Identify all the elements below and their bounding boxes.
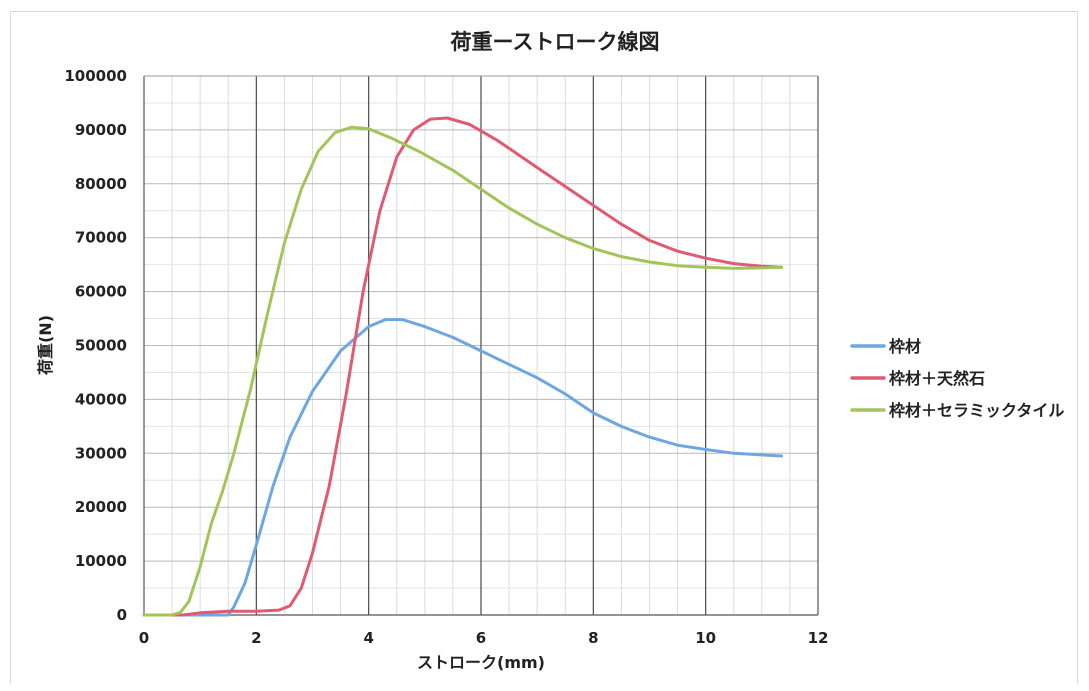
axes-layer xyxy=(143,75,819,616)
frame-border-top xyxy=(10,11,1078,12)
x-tick-label: 0 xyxy=(139,629,149,647)
x-tick-label: 2 xyxy=(251,629,261,647)
x-tick-label: 12 xyxy=(808,629,829,647)
y-tick-label: 80000 xyxy=(75,175,127,193)
legend-label-1: 枠材 xyxy=(889,337,921,356)
y-tick-label: 70000 xyxy=(75,229,127,247)
y-tick-label: 40000 xyxy=(75,390,127,408)
tick-labels-layer: 0 2 4 6 8 10 12 0 10000 20000 30000 40000 50000 60000… xyxy=(64,67,828,647)
y-tick-label: 60000 xyxy=(75,283,127,301)
y-tick-label: 100000 xyxy=(64,67,127,85)
frame-border-left xyxy=(10,11,11,683)
y-tick-label: 10000 xyxy=(75,552,127,570)
y-tick-label: 90000 xyxy=(75,121,127,139)
frame-border-right xyxy=(1077,11,1078,683)
y-tick-label: 20000 xyxy=(75,498,127,516)
y-tick-label: 50000 xyxy=(75,337,127,355)
legend-label-2: 枠材＋天然石 xyxy=(889,369,985,388)
y-tick-label: 30000 xyxy=(75,444,127,462)
y-tick-label: 0 xyxy=(117,606,127,624)
series-line-3 xyxy=(142,125,783,617)
x-axis-label: ストローク(mm) xyxy=(417,653,545,672)
x-tick-label: 10 xyxy=(695,629,716,647)
x-tick-label: 8 xyxy=(588,629,598,647)
y-axis-label: 荷重(N) xyxy=(36,315,55,375)
chart-title: 荷重ーストローク線図 xyxy=(451,30,660,54)
x-tick-label: 4 xyxy=(363,629,373,647)
series-line-1 xyxy=(142,318,783,617)
legend-label-3: 枠材＋セラミックタイル xyxy=(889,401,1064,420)
x-tick-label: 6 xyxy=(476,629,486,647)
grid-layer xyxy=(144,75,818,615)
series-layer xyxy=(142,116,783,617)
series-line-2 xyxy=(142,116,783,617)
